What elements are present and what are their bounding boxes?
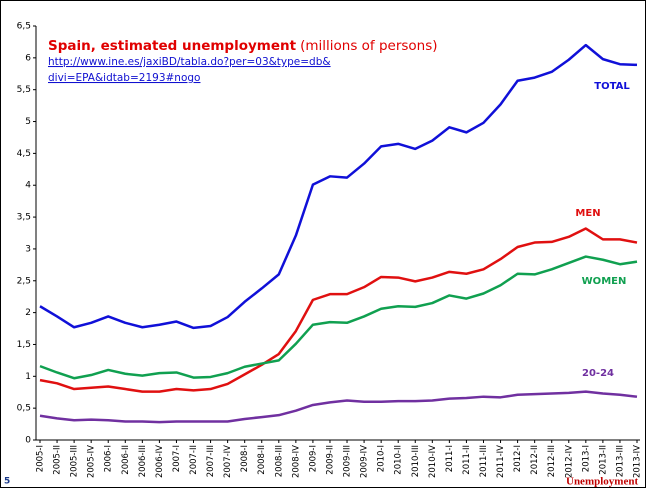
page-number: 5 — [4, 477, 10, 487]
series-line — [39, 390, 638, 424]
x-tick-label: 2010-IV — [428, 445, 438, 478]
y-tick-label: 5 — [25, 117, 31, 127]
y-tick-label: 6,5 — [17, 22, 31, 32]
x-tick-label: 2009-I — [308, 445, 318, 472]
x-tick-label: 2011-II — [462, 445, 472, 475]
x-tick-label: 2007-I — [172, 445, 182, 472]
x-tick-label: 2008-IV — [291, 445, 301, 478]
x-tick-label: 2011-IV — [496, 445, 506, 478]
source-link[interactable]: divi=EPA&idtab=2193#nogo — [48, 72, 200, 84]
y-tick-label: 0,5 — [17, 404, 31, 414]
subtitle: (millions of persons) — [300, 38, 437, 54]
y-tick-label: 3 — [25, 244, 31, 254]
x-tick-label: 2012-I — [513, 445, 523, 472]
x-tick-label: 2008-III — [274, 445, 284, 477]
y-tick-label: 2,5 — [17, 276, 31, 286]
series-label: MEN — [575, 208, 600, 219]
x-tick-label: 2006-III — [138, 445, 148, 477]
x-tick-label: 2011-I — [445, 445, 455, 472]
x-tick-label: 2006-II — [121, 445, 131, 475]
x-tick-label: 2007-II — [189, 445, 199, 475]
y-tick-label: 5,5 — [17, 85, 31, 95]
y-tick-label: 4 — [25, 181, 31, 191]
series-line — [39, 255, 638, 380]
x-tick-label: 2007-III — [206, 445, 216, 477]
x-tick-label: 2013-IV — [633, 445, 643, 478]
x-tick-label: 2013-I — [581, 445, 591, 472]
x-tick-label: 2006-IV — [155, 445, 165, 478]
y-tick-label: 2 — [25, 308, 31, 318]
x-tick-label: 2008-II — [257, 445, 267, 475]
x-tick-label: 2012-III — [547, 445, 557, 477]
x-tick-label: 2013-II — [598, 445, 608, 475]
title: Spain, estimated unemployment — [48, 38, 297, 54]
y-tick-label: 3,5 — [17, 213, 31, 223]
x-tick-label: 2012-II — [530, 445, 540, 475]
series-line — [39, 227, 638, 393]
x-tick-label: 2006-I — [104, 445, 114, 472]
series-label: 20-24 — [582, 368, 614, 379]
x-tick-label: 2012-IV — [564, 445, 574, 478]
source-link[interactable]: http://www.ine.es/jaxiBD/tabla.do?per=03… — [48, 56, 331, 68]
x-tick-label: 2008-I — [240, 445, 250, 472]
chart-title: Spain, estimated unemployment (millions o… — [48, 38, 438, 54]
x-tick-label: 2009-III — [343, 445, 353, 477]
x-tick-label: 2005-II — [53, 445, 63, 475]
x-tick-label: 2013-III — [615, 445, 625, 477]
y-tick-label: 1,5 — [17, 340, 31, 350]
x-tick-label: 2010-I — [377, 445, 387, 472]
series-line — [39, 43, 638, 330]
x-tick-label: 2005-IV — [87, 445, 97, 478]
x-tick-label: 2009-IV — [360, 445, 370, 478]
y-tick-label: 1 — [25, 372, 31, 382]
section-label: Unemployment — [566, 476, 638, 488]
y-tick-label: 4,5 — [17, 149, 31, 159]
x-tick-label: 2005-I — [36, 445, 46, 472]
x-tick-label: 2005-III — [70, 445, 80, 477]
y-tick-label: 0 — [25, 436, 31, 446]
series-label: TOTAL — [594, 81, 630, 92]
x-tick-label: 2010-II — [394, 445, 404, 475]
x-tick-label: 2007-IV — [223, 445, 233, 478]
y-tick-label: 6 — [25, 53, 31, 63]
x-tick-label: 2009-II — [325, 445, 335, 475]
series-label: WOMEN — [582, 276, 627, 287]
x-tick-label: 2010-III — [411, 445, 421, 477]
x-tick-label: 2011-III — [479, 445, 489, 477]
